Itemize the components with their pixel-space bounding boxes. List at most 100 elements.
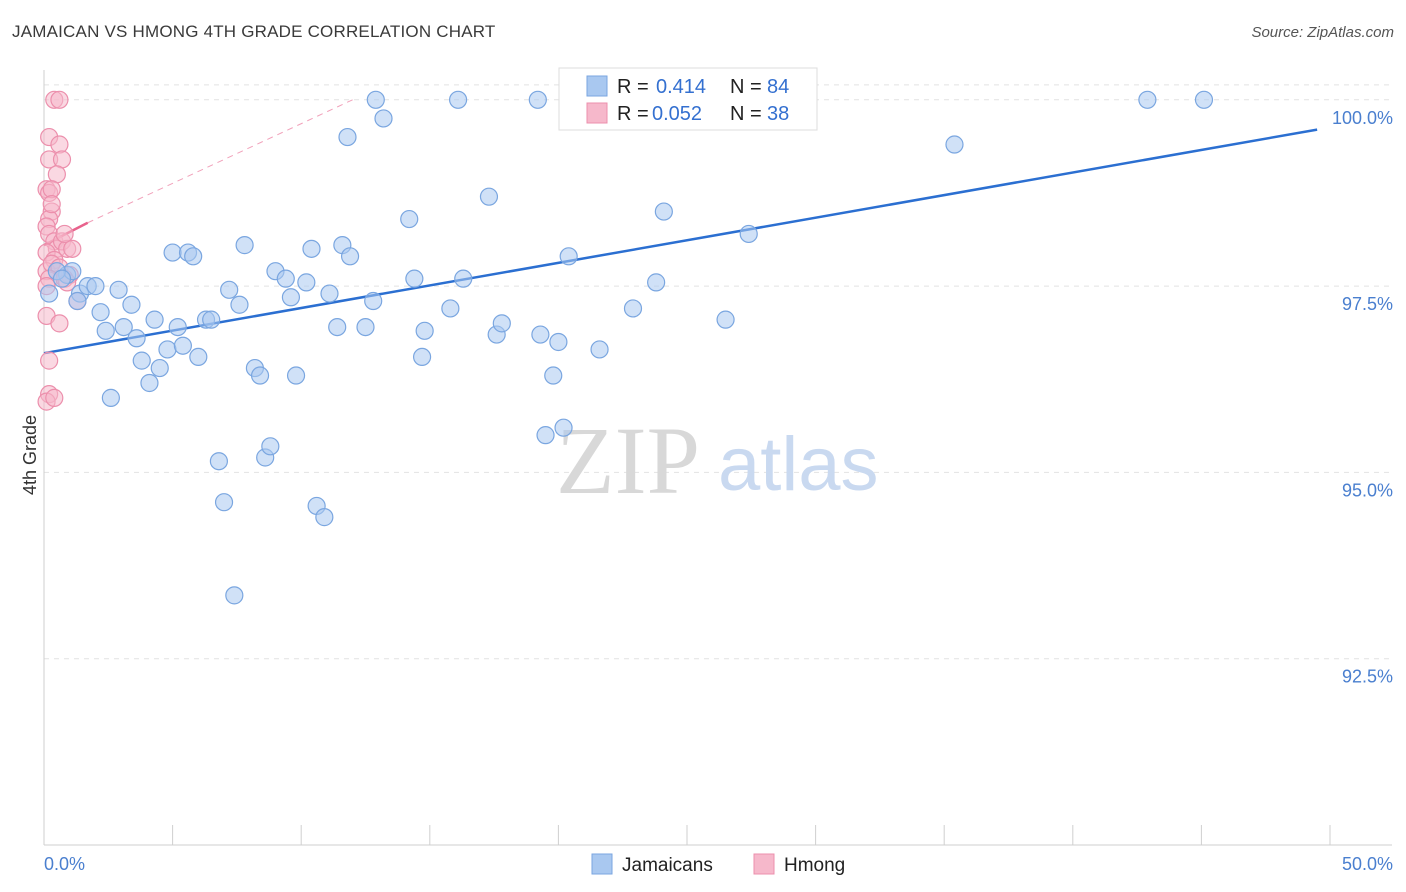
jamaicans-point-0 [40,284,59,303]
x-tick-label-0: 0.0% [44,854,85,874]
jamaicans-point-8 [101,388,120,407]
jamaicans-point-27 [214,493,234,512]
hmong-point-30 [50,314,69,333]
hmong-point-1 [50,90,69,109]
jamaicans-point-30 [230,295,249,314]
jamaicans-point-45 [328,317,347,337]
y-tick-label-0: 92.5% [1342,667,1393,687]
jamaicans-point-68 [554,418,573,437]
jamaicans-point-69 [559,247,578,266]
jamaicans-point-80 [1194,90,1214,109]
legend-item-hmong-swatch [753,853,775,875]
jamaicans-point-83 [52,269,72,288]
legend-n-value-1: 84 [767,76,789,98]
jamaicans-point-5 [86,277,105,296]
hmong-point-37 [55,224,74,244]
hmong-point-36 [42,195,61,214]
jamaicans-point-73 [654,202,673,221]
jamaicans-point-25 [202,310,221,329]
jamaicans-point-51 [366,90,385,109]
y-tick-labels: 92.5% 95.0% 97.5% 100.0% [1332,108,1393,687]
hmong-point-35 [63,239,82,258]
legend-swatch-jamaicans [586,75,608,97]
legend-item-jamaicans: Jamaicans [622,855,713,876]
jamaicans-point-78 [945,135,964,154]
trend-lines [43,99,1318,355]
jamaicans-point-10 [114,317,133,337]
y-tick-label-1: 95.0% [1342,480,1393,500]
grid-lines [44,84,1392,660]
jamaicans-point-19 [168,317,187,337]
jamaicans-point-59 [454,269,473,288]
jamaicans-point-23 [189,347,208,366]
jamaicans-point-54 [405,269,424,288]
jamaicans-point-49 [356,317,375,337]
series-legend: Jamaicans Hmong [591,853,845,876]
data-points [37,90,1214,605]
jamaicans-point-62 [492,314,511,333]
jamaicans-point-44 [320,284,339,303]
jamaicans-point-63 [528,90,547,109]
legend-n-label-1: N = [730,76,762,98]
jamaicans-point-7 [96,321,115,340]
jamaicans-point-76 [739,224,758,244]
jamaicans-point-20 [173,336,192,355]
jamaicans-point-52 [374,109,393,128]
jamaicans-point-71 [623,299,643,318]
legend-item-jamaicans-swatch [591,853,613,875]
jamaicans-point-50 [364,291,383,311]
jamaicans-point-16 [150,358,169,378]
legend-n-value-2: 38 [767,103,789,125]
watermark: ZIP atlas [556,407,879,514]
x-tick-label-1: 50.0% [1342,854,1393,874]
hmong-point-34 [45,388,64,407]
jamaicans-point-35 [261,437,280,456]
jamaicans-point-53 [400,209,419,229]
hmong-trend-extension [87,99,353,224]
hmong-point-31 [40,351,59,370]
jamaicans-point-13 [132,351,151,370]
jamaicans-point-47 [338,127,357,147]
jamaicans-point-29 [225,586,244,605]
jamaicans-point-56 [415,321,434,340]
jamaicans-point-39 [286,366,306,385]
jamaicans-point-6 [91,303,110,322]
jamaicans-point-82 [68,291,87,311]
jamaicans-point-48 [340,247,360,266]
jamaicans-point-70 [590,340,609,359]
legend-r-label-2: R = [617,103,649,125]
jamaicans-point-57 [441,299,460,318]
jamaicans-point-55 [412,347,432,366]
jamaicans-trend-line [43,128,1318,355]
jamaicans-point-72 [647,273,666,292]
legend-r-label-1: R = [617,76,649,98]
watermark-atlas: atlas [718,422,879,507]
legend-r-value-2: 0.052 [652,103,702,125]
jamaicans-point-17 [158,340,177,359]
jamaicans-point-64 [531,325,550,344]
jamaicans-point-11 [122,295,141,314]
hmong-point-3 [50,135,69,154]
stats-legend: R = 0.414 N = 84 R = 0.052 N = 38 [558,67,818,131]
jamaicans-point-15 [145,310,164,329]
y-tick-label-3: 100.0% [1332,108,1393,128]
jamaicans-point-37 [276,269,295,288]
jamaicans-point-18 [163,243,182,262]
jamaicans-point-22 [184,247,203,266]
legend-n-label-2: N = [730,103,762,125]
jamaicans-point-31 [235,236,254,255]
jamaicans-point-14 [140,373,159,393]
jamaicans-point-60 [479,187,499,206]
legend-r-value-1: 0.414 [656,76,706,98]
source-credit: Source: ZipAtlas.com [1251,24,1394,41]
legend-swatch-hmong [586,102,608,124]
jamaicans-point-58 [448,90,468,109]
legend-item-hmong: Hmong [784,855,845,876]
jamaicans-point-26 [209,452,228,471]
chart-title: JAMAICAN VS HMONG 4TH GRADE CORRELATION … [12,22,496,41]
jamaicans-point-38 [281,288,301,307]
jamaicans-point-79 [1138,90,1157,109]
watermark-zip: ZIP [556,407,700,514]
jamaicans-point-40 [297,273,316,292]
